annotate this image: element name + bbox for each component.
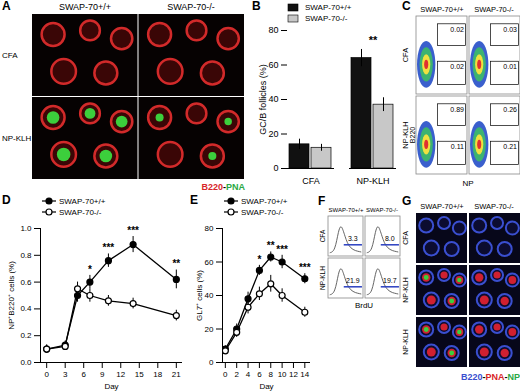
svg-text:***: ***	[127, 225, 139, 236]
svg-text:0.4: 0.4	[20, 304, 32, 313]
svg-text:C: C	[402, 0, 411, 13]
svg-text:2: 2	[234, 370, 239, 379]
svg-text:6: 6	[257, 370, 262, 379]
svg-text:G: G	[402, 194, 411, 208]
svg-text:0.26: 0.26	[503, 106, 517, 113]
svg-text:0: 0	[44, 370, 49, 379]
svg-text:21.9: 21.9	[346, 277, 360, 284]
svg-text:0.03: 0.03	[503, 26, 517, 33]
svg-text:20: 20	[205, 325, 214, 334]
svg-text:0.02: 0.02	[450, 63, 464, 70]
svg-text:14: 14	[300, 370, 309, 379]
svg-text:CFA: CFA	[401, 48, 410, 63]
svg-text:SWAP-70+/+: SWAP-70+/+	[420, 5, 464, 14]
svg-text:***: ***	[276, 244, 288, 255]
svg-text:BrdU: BrdU	[355, 301, 373, 310]
svg-text:6: 6	[81, 370, 86, 379]
svg-text:SWAP-70-/-: SWAP-70-/-	[305, 14, 348, 23]
svg-text:SWAP-70+/+: SWAP-70+/+	[305, 3, 352, 12]
svg-text:SWAP-70+/+: SWAP-70+/+	[59, 197, 106, 206]
svg-text:8: 8	[269, 370, 274, 379]
svg-text:3: 3	[63, 370, 68, 379]
svg-text:1.0: 1.0	[20, 224, 32, 233]
svg-text:NP⁺B220⁺ cells (%): NP⁺B220⁺ cells (%)	[7, 261, 16, 330]
svg-text:D: D	[2, 193, 11, 207]
svg-text:SWAP-70+/+: SWAP-70+/+	[59, 2, 111, 12]
svg-text:21: 21	[172, 370, 181, 379]
svg-text:Day: Day	[259, 382, 273, 391]
svg-text:60: 60	[205, 258, 214, 267]
svg-text:NP-KLH: NP-KLH	[402, 277, 409, 303]
svg-text:CFA: CFA	[402, 231, 409, 245]
svg-text:*: *	[88, 264, 92, 275]
svg-text:60: 60	[268, 60, 278, 70]
svg-text:40: 40	[205, 291, 214, 300]
svg-text:SWAP-70+/+: SWAP-70+/+	[329, 207, 364, 213]
svg-text:B220-PNA-NP: B220-PNA-NP	[461, 372, 520, 382]
svg-text:0: 0	[273, 163, 278, 173]
svg-text:0: 0	[209, 358, 214, 367]
svg-text:NP-KLH: NP-KLH	[401, 121, 410, 149]
svg-text:0.2: 0.2	[20, 331, 32, 340]
svg-text:B220-PNA: B220-PNA	[201, 182, 245, 192]
svg-text:NP-KLH: NP-KLH	[356, 176, 389, 186]
svg-text:***: ***	[299, 262, 311, 273]
svg-text:4: 4	[246, 370, 251, 379]
svg-text:3.3: 3.3	[348, 235, 358, 242]
svg-text:SWAP-70-/-: SWAP-70-/-	[241, 208, 284, 217]
svg-text:*: *	[257, 254, 261, 265]
svg-text:12: 12	[289, 370, 298, 379]
svg-text:20: 20	[268, 129, 278, 139]
svg-text:0: 0	[223, 370, 228, 379]
svg-text:80: 80	[268, 25, 278, 35]
svg-text:18: 18	[153, 370, 162, 379]
svg-text:GL7⁺ cells (%): GL7⁺ cells (%)	[195, 270, 204, 321]
svg-text:SWAP-70-/-: SWAP-70-/-	[474, 202, 514, 211]
svg-text:**: **	[267, 240, 275, 251]
svg-text:SWAP-70-/-: SWAP-70-/-	[366, 207, 398, 213]
svg-text:NP-KLH: NP-KLH	[319, 266, 326, 290]
svg-text:SWAP-70-/-: SWAP-70-/-	[59, 208, 102, 217]
svg-text:Day: Day	[104, 382, 118, 391]
svg-text:0.6: 0.6	[20, 278, 32, 287]
svg-text:0.21: 0.21	[503, 143, 517, 150]
svg-text:NP: NP	[462, 179, 473, 188]
svg-text:0.02: 0.02	[450, 26, 464, 33]
svg-text:SWAP-70+/+: SWAP-70+/+	[241, 197, 288, 206]
svg-text:40: 40	[268, 94, 278, 104]
svg-text:B: B	[252, 0, 261, 13]
svg-text:F: F	[318, 194, 325, 208]
svg-text:15: 15	[135, 370, 144, 379]
svg-text:CFA: CFA	[319, 229, 326, 242]
svg-text:SWAP-70+/+: SWAP-70+/+	[420, 202, 464, 211]
svg-text:SWAP-70-/-: SWAP-70-/-	[474, 5, 514, 14]
svg-text:NP-KLH: NP-KLH	[2, 134, 32, 143]
svg-text:9: 9	[100, 370, 105, 379]
svg-text:0.01: 0.01	[503, 63, 517, 70]
svg-text:CFA: CFA	[302, 176, 320, 186]
svg-text:12: 12	[116, 370, 125, 379]
svg-text:0.89: 0.89	[450, 106, 464, 113]
svg-text:**: **	[369, 34, 378, 46]
svg-text:NP-KLH: NP-KLH	[402, 329, 409, 355]
svg-text:19.7: 19.7	[383, 277, 397, 284]
svg-text:A: A	[2, 0, 11, 13]
svg-text:80: 80	[205, 224, 214, 233]
svg-text:**: **	[172, 258, 180, 269]
svg-text:0.0: 0.0	[20, 358, 32, 367]
svg-text:B220: B220	[409, 127, 416, 143]
svg-text:CFA: CFA	[2, 51, 18, 60]
svg-text:0.11: 0.11	[451, 143, 464, 150]
svg-text:GC/B follicles (%): GC/B follicles (%)	[258, 64, 268, 135]
svg-text:***: ***	[103, 242, 115, 253]
svg-text:8.0: 8.0	[385, 235, 395, 242]
svg-text:E: E	[190, 193, 198, 207]
svg-text:10: 10	[278, 370, 287, 379]
svg-text:SWAP-70-/-: SWAP-70-/-	[167, 2, 215, 12]
svg-text:0.8: 0.8	[20, 251, 32, 260]
